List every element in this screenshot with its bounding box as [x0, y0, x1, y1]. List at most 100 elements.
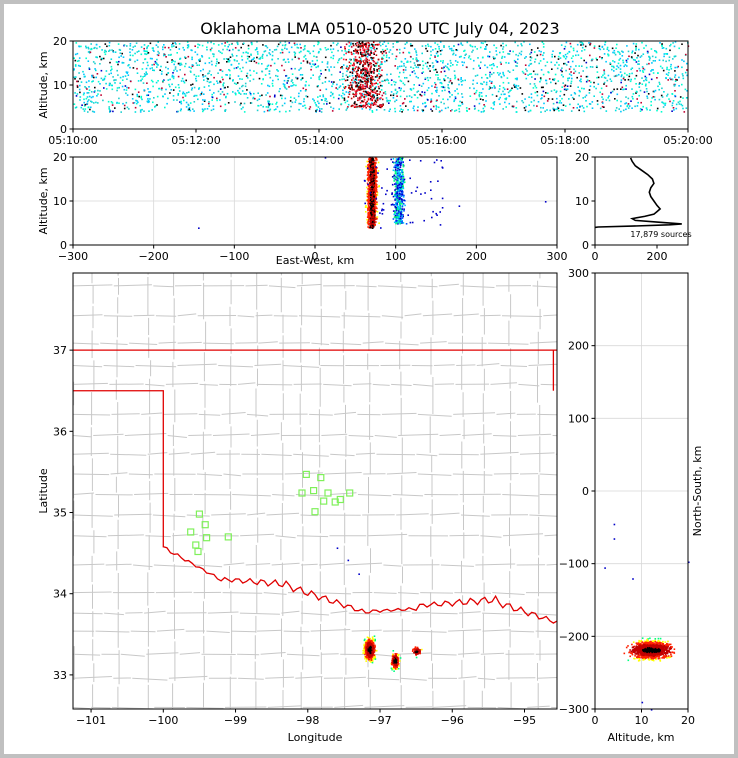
source-point — [670, 78, 672, 81]
source-point — [371, 79, 373, 81]
source-point — [371, 82, 374, 85]
source-point — [617, 50, 619, 53]
source-point — [671, 78, 674, 81]
source-point — [674, 94, 676, 97]
source-point — [482, 88, 484, 90]
source-point — [617, 73, 620, 76]
source-point — [374, 50, 377, 53]
source-point — [352, 42, 354, 45]
source-point — [624, 72, 626, 75]
source-point — [331, 93, 334, 96]
source-point — [211, 63, 213, 66]
source-point — [357, 68, 359, 70]
source-point — [364, 69, 366, 71]
source-point — [395, 203, 397, 205]
source-point — [380, 105, 383, 108]
source-point — [125, 92, 127, 95]
source-point — [246, 58, 249, 60]
source-point — [298, 108, 300, 111]
source-point — [663, 53, 666, 55]
source-point — [138, 50, 140, 52]
source-point — [432, 105, 435, 108]
source-point — [371, 102, 373, 104]
source-point — [474, 75, 477, 77]
source-point — [606, 46, 609, 49]
source-point — [121, 79, 124, 81]
source-point — [674, 55, 677, 57]
county-line — [537, 273, 541, 709]
source-point — [386, 168, 388, 170]
source-point — [395, 99, 398, 101]
source-point — [147, 64, 149, 67]
source-point — [448, 68, 450, 71]
source-point — [517, 54, 520, 57]
source-point — [376, 75, 378, 77]
source-point — [504, 98, 506, 100]
source-point — [398, 201, 401, 204]
source-point — [337, 59, 340, 62]
source-point — [621, 86, 624, 89]
source-point — [489, 64, 491, 67]
source-point — [216, 60, 218, 63]
source-point — [354, 94, 357, 96]
source-point — [92, 61, 95, 63]
source-point — [581, 46, 584, 49]
source-point — [367, 177, 369, 180]
source-point — [365, 57, 367, 59]
source-point — [410, 100, 412, 103]
source-point — [358, 87, 360, 89]
source-point — [140, 46, 143, 48]
source-point — [375, 90, 378, 92]
source-point — [555, 91, 557, 94]
source-point — [620, 105, 622, 107]
source-point — [391, 192, 393, 194]
source-point — [352, 44, 355, 47]
source-point — [375, 101, 378, 103]
source-point — [634, 77, 636, 80]
source-point — [371, 83, 373, 85]
source-point — [403, 210, 405, 212]
source-point — [350, 46, 353, 48]
source-point — [169, 54, 172, 56]
source-point — [401, 194, 404, 196]
source-point — [402, 222, 405, 224]
source-point — [359, 49, 362, 52]
source-point — [222, 48, 224, 51]
source-point — [654, 89, 657, 92]
source-point — [236, 60, 238, 62]
source-point — [313, 55, 315, 58]
source-point — [368, 183, 371, 186]
source-point — [645, 88, 648, 90]
source-point — [588, 92, 591, 94]
source-point — [396, 166, 398, 168]
source-point — [616, 93, 619, 96]
source-point — [367, 190, 370, 192]
source-point — [404, 43, 407, 45]
source-point — [83, 73, 85, 76]
source-point — [371, 203, 373, 206]
source-point — [290, 67, 293, 70]
source-point — [267, 64, 270, 67]
source-point — [530, 49, 533, 51]
source-point — [385, 54, 388, 57]
source-point — [355, 82, 358, 84]
source-point — [91, 101, 93, 103]
source-point — [372, 161, 374, 164]
source-point — [310, 68, 312, 71]
source-point — [143, 44, 146, 46]
source-point — [635, 43, 638, 45]
source-point — [251, 58, 253, 61]
source-point — [337, 49, 339, 52]
source-point — [354, 90, 357, 92]
source-point — [358, 56, 361, 59]
source-point — [432, 210, 434, 213]
source-point — [609, 62, 611, 64]
source-point — [156, 58, 158, 61]
source-point — [302, 87, 305, 90]
source-point — [392, 46, 395, 48]
source-point — [372, 64, 375, 66]
source-point — [571, 96, 574, 99]
source-point — [401, 183, 404, 185]
source-point — [450, 47, 453, 50]
source-point — [581, 65, 583, 67]
